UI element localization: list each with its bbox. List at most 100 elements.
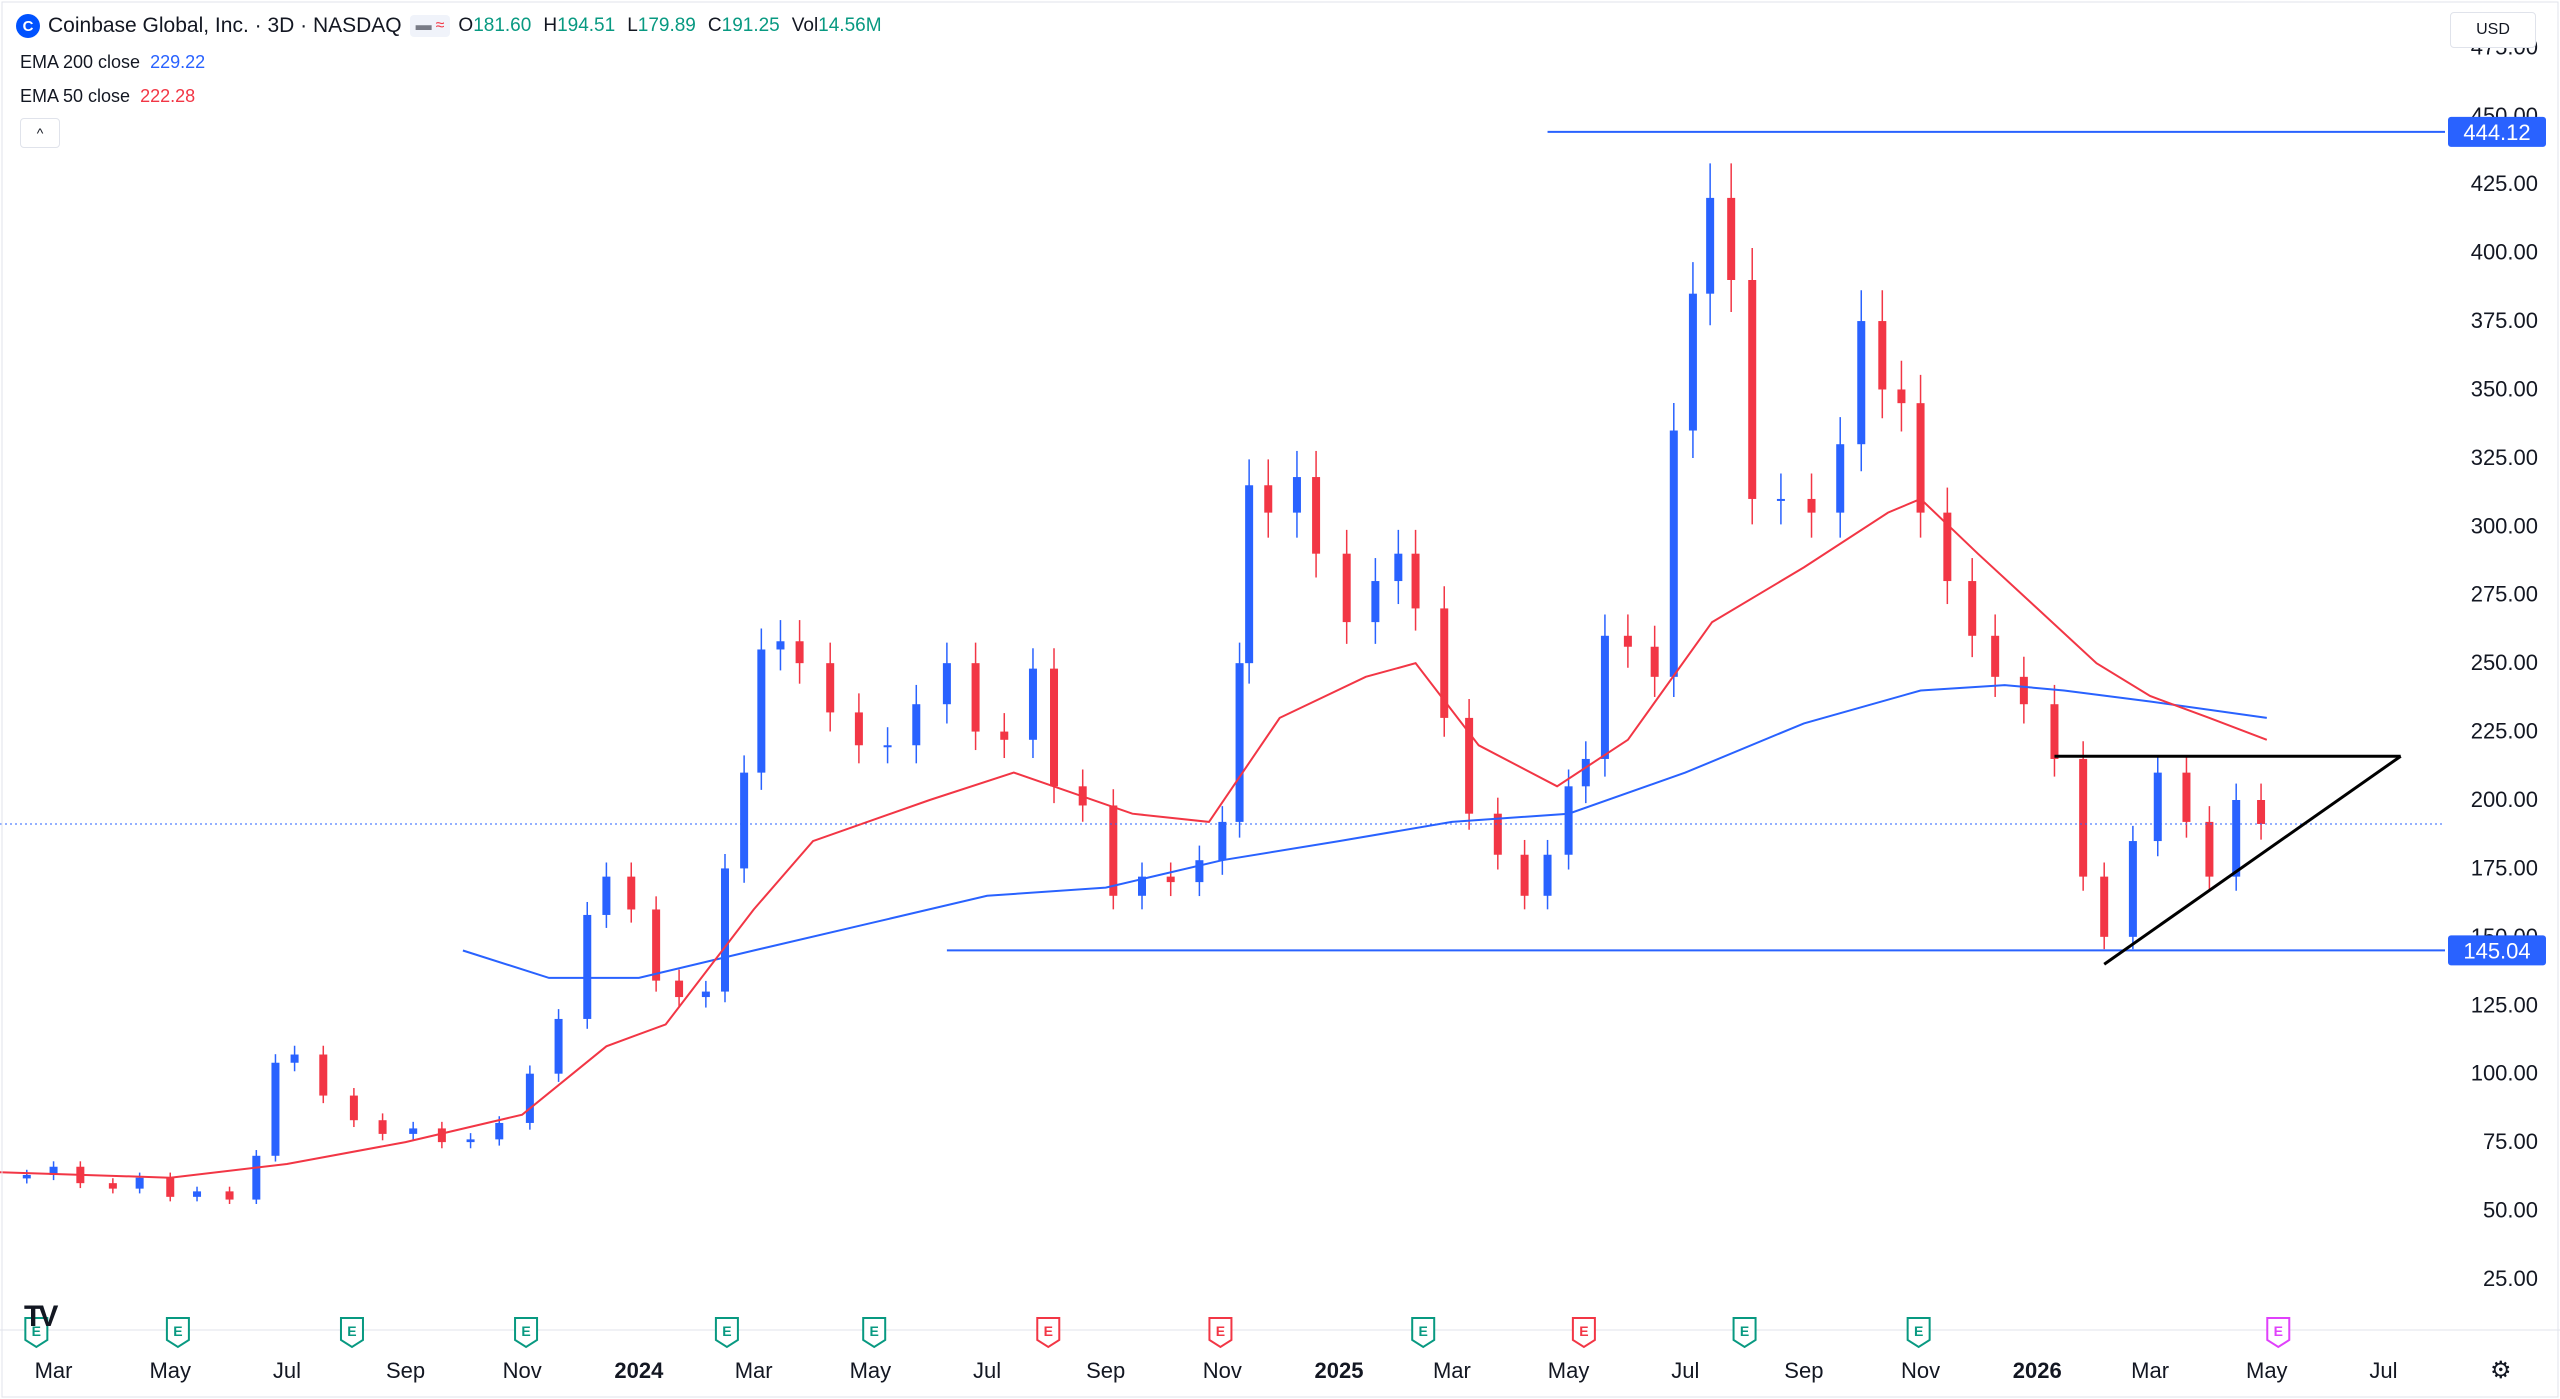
earnings-letter: E [1216, 1323, 1225, 1339]
earnings-badge [1208, 1317, 1233, 1349]
candle-body [757, 649, 766, 773]
ema200-value: 229.22 [150, 52, 206, 72]
candle [1776, 473, 1785, 525]
candle [437, 1121, 446, 1149]
collapse-legend-button[interactable]: ^ [20, 118, 60, 148]
candle [378, 1113, 387, 1141]
candle [912, 684, 921, 764]
candle-body [1028, 668, 1037, 740]
candle [1138, 862, 1147, 910]
earnings-letter: E [2274, 1323, 2283, 1339]
currency-selector[interactable]: USD [2450, 12, 2536, 48]
candle-body [108, 1183, 117, 1189]
x-tick-label: Nov [1901, 1358, 1940, 1383]
candle [2205, 806, 2214, 891]
candle-body [2153, 772, 2162, 842]
candle [1000, 713, 1009, 759]
candle-body [1245, 485, 1254, 664]
x-tick-label: Jul [1671, 1358, 1699, 1383]
candle [1493, 797, 1502, 870]
candle-body [2050, 704, 2059, 759]
earnings-marker: E [862, 1317, 887, 1349]
symbol-flags[interactable]: ▬ ≈ [409, 15, 451, 37]
earnings-badge [1732, 1317, 1757, 1349]
earnings-marker: E [24, 1317, 49, 1349]
candle-body [1264, 485, 1273, 513]
earnings-letter: E [1740, 1323, 1749, 1339]
candle-body [1371, 581, 1380, 623]
candle-body [776, 641, 785, 650]
candle-body [2100, 876, 2109, 937]
candle [349, 1088, 358, 1128]
candle [1050, 648, 1059, 804]
candle [720, 854, 729, 1003]
candle [1520, 839, 1529, 910]
candle-body [554, 1018, 563, 1074]
candle [883, 727, 892, 764]
candle [1600, 614, 1609, 777]
y-tick-label: 325.00 [2471, 445, 2538, 470]
earnings-marker: E [339, 1317, 364, 1349]
candle [1312, 450, 1321, 578]
ohlc-volume: Vol14.56M [791, 15, 882, 36]
candle-body [826, 663, 835, 713]
earnings-letter: E [722, 1323, 731, 1339]
ema50-legend[interactable]: EMA 50 close 222.28 [20, 86, 195, 107]
x-tick-label: May [1548, 1358, 1590, 1383]
candle-body [1292, 477, 1301, 513]
candle-body [319, 1054, 328, 1096]
candle-body [1050, 668, 1059, 787]
candle [1440, 586, 1449, 737]
y-tick-label: 250.00 [2471, 650, 2538, 675]
candle-body [2232, 800, 2241, 877]
candle [776, 620, 785, 671]
price-label-text: 145.04 [2463, 938, 2530, 963]
candle-body [1968, 581, 1977, 636]
candle-body [1623, 635, 1632, 647]
tradingview-logo-icon[interactable]: TV [24, 1300, 58, 1333]
candle [971, 642, 980, 751]
y-tick-label: 25.00 [2483, 1266, 2538, 1291]
candle [1650, 625, 1659, 697]
earnings-marker: E [1571, 1317, 1596, 1349]
price-label: 444.12 [2448, 116, 2546, 147]
candle [602, 862, 611, 928]
earnings-badge [514, 1317, 539, 1349]
candle [1968, 558, 1977, 658]
candle-body [652, 909, 661, 981]
x-tick-label: Mar [735, 1358, 773, 1383]
candle-body [1776, 498, 1785, 501]
candle [271, 1054, 280, 1162]
candle [1943, 487, 1952, 605]
x-tick-label: May [850, 1358, 892, 1383]
y-tick-label: 350.00 [2471, 376, 2538, 401]
trendline [2103, 754, 2402, 966]
symbol-title[interactable]: Coinbase Global, Inc. · 3D · NASDAQ [48, 14, 402, 37]
earnings-letter: E [1579, 1323, 1588, 1339]
candle [319, 1045, 328, 1104]
flag-approx-icon: ≈ [435, 17, 445, 34]
ohlc-low: L179.89 [627, 15, 696, 36]
gear-icon[interactable]: ⚙ [2490, 1357, 2512, 1384]
candle [1543, 839, 1552, 910]
candle [1465, 699, 1474, 830]
earnings-badge [1571, 1317, 1596, 1349]
candle [740, 755, 749, 883]
candle [1245, 459, 1254, 684]
candle-body [166, 1177, 175, 1197]
y-tick-label: 75.00 [2483, 1129, 2538, 1154]
candle [1991, 614, 2000, 697]
ema200-label: EMA 200 close [20, 52, 141, 72]
candle-body [1218, 821, 1227, 861]
x-tick-label: Nov [1203, 1358, 1242, 1383]
candle-body [1235, 663, 1244, 822]
plot-area[interactable] [22, 163, 2266, 1205]
candle-body [1411, 553, 1420, 609]
candle-body [583, 914, 592, 1019]
y-tick-label: 175.00 [2471, 855, 2538, 880]
candle-body [378, 1120, 387, 1134]
earnings-marker: E [1411, 1317, 1436, 1349]
ema200-legend[interactable]: EMA 200 close 229.22 [20, 52, 205, 73]
candle [1623, 614, 1632, 668]
